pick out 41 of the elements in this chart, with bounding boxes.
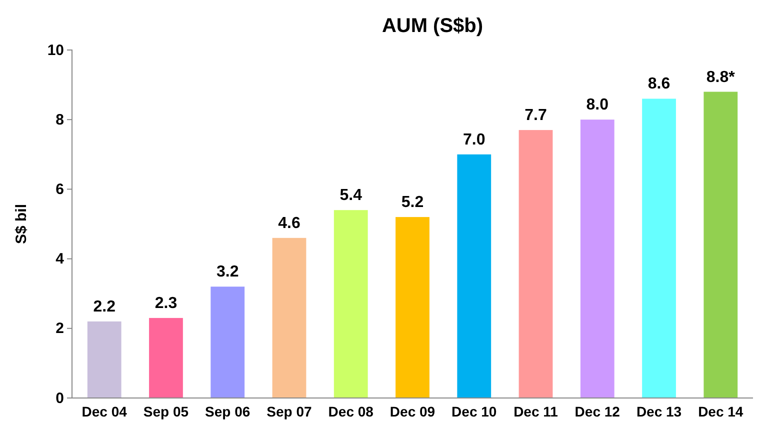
data-label: 7.0 bbox=[463, 131, 486, 148]
bar bbox=[396, 217, 430, 398]
data-label: 8.8* bbox=[706, 68, 736, 86]
y-tick-label: 2 bbox=[56, 320, 64, 338]
y-tick-label: 4 bbox=[56, 250, 65, 268]
data-label: 7.7 bbox=[524, 107, 547, 124]
x-tick-label: Dec 11 bbox=[514, 403, 558, 420]
y-tick-label: 0 bbox=[56, 390, 64, 407]
data-label: 8.0 bbox=[586, 96, 609, 114]
data-label: 8.6 bbox=[648, 76, 670, 93]
x-tick-label: Sep 06 bbox=[205, 403, 250, 420]
x-tick-label: Dec 13 bbox=[636, 403, 682, 420]
bar bbox=[87, 321, 122, 398]
bar bbox=[518, 130, 553, 398]
x-tick-label: Sep 07 bbox=[266, 403, 312, 420]
data-label: 5.2 bbox=[401, 194, 424, 212]
x-tick-label: Dec 14 bbox=[698, 403, 744, 420]
bar bbox=[210, 286, 245, 398]
bar bbox=[149, 318, 183, 398]
y-axis-title: S$ bil bbox=[13, 204, 30, 244]
data-label: 2.3 bbox=[154, 294, 178, 312]
y-tick-label: 8 bbox=[56, 111, 64, 128]
x-tick-label: Dec 12 bbox=[574, 403, 620, 420]
x-tick-label: Dec 09 bbox=[390, 403, 436, 420]
data-label: 3.2 bbox=[216, 264, 239, 281]
data-label: 4.6 bbox=[278, 214, 300, 232]
x-tick-label: Dec 10 bbox=[452, 403, 497, 420]
x-tick-label: Sep 05 bbox=[143, 403, 189, 420]
chart-title: AUM (S$b) bbox=[382, 15, 484, 37]
bar bbox=[457, 154, 492, 398]
data-label: 2.2 bbox=[93, 298, 116, 316]
bar bbox=[642, 98, 676, 398]
x-tick-label: Dec 08 bbox=[328, 403, 374, 420]
data-label: 5.4 bbox=[340, 187, 362, 204]
bar bbox=[704, 92, 738, 398]
bar bbox=[334, 210, 368, 398]
bar bbox=[580, 120, 614, 398]
x-tick-label: Dec 04 bbox=[82, 403, 128, 420]
y-tick-label: 10 bbox=[47, 42, 64, 59]
y-tick-label: 6 bbox=[56, 181, 64, 198]
bar bbox=[272, 238, 306, 398]
